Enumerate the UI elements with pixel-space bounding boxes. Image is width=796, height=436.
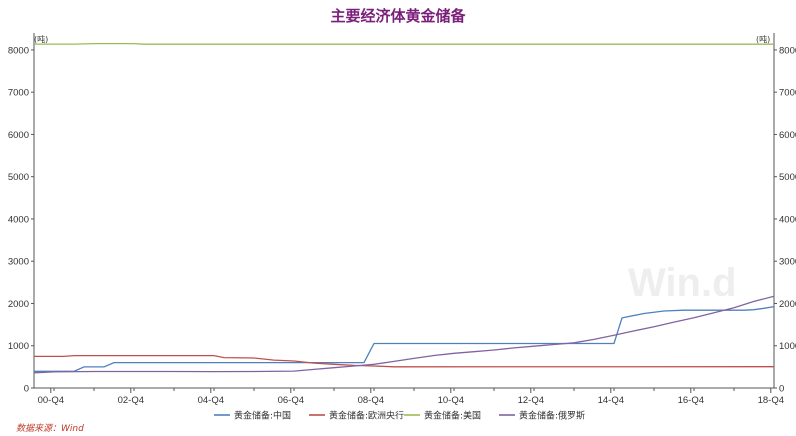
y-tick-label-left: 0 [24, 384, 29, 395]
watermark: Win.d [628, 261, 737, 305]
x-tick-label: 02-Q4 [118, 395, 144, 406]
y-tick-label-left: 8000 [8, 45, 29, 56]
legend-label-3: 黄金储备:美国 [424, 410, 481, 422]
x-tick-label: 16-Q4 [678, 395, 704, 406]
y-tick-label-right: 6000 [779, 130, 796, 141]
y-tick-label-left: 1000 [8, 341, 29, 352]
y-tick-label-right: 2000 [779, 299, 796, 310]
x-tick-label: 00-Q4 [38, 395, 64, 406]
x-tick-label: 10-Q4 [438, 395, 464, 406]
legend-label-4: 黄金储备:俄罗斯 [519, 410, 585, 422]
y-tick-label-left: 2000 [8, 299, 29, 310]
right-axis-unit: (吨) [756, 34, 770, 44]
series-line-2 [34, 354, 775, 368]
legend-label-2: 黄金储备:欧洲央行 [329, 410, 404, 422]
x-tick-label: 06-Q4 [278, 395, 304, 406]
y-tick-label-left: 6000 [8, 130, 29, 141]
x-tick-label: 14-Q4 [598, 395, 624, 406]
series-line-3 [34, 42, 774, 45]
axes: 0 0 1000 1000 2000 2000 3000 3000 4000 4000 5000 50… [8, 33, 796, 406]
y-tick-label-left: 3000 [8, 257, 29, 268]
left-axis-unit: (吨) [34, 34, 48, 44]
legend-label-1: 黄金储备:中国 [234, 410, 291, 422]
legend: 黄金储备:中国 黄金储备:欧洲央行 黄金储备:美国 黄金储备:俄罗斯 [214, 410, 585, 422]
x-tick-label: 18-Q4 [758, 395, 784, 406]
y-tick-label-right: 5000 [779, 172, 796, 183]
y-tick-label-right: 3000 [779, 257, 796, 268]
y-tick-label-right: 4000 [779, 214, 796, 225]
y-tick-label-right: 1000 [779, 341, 796, 352]
y-tick-label-right: 0 [779, 384, 784, 395]
y-tick-label-right: 8000 [779, 45, 796, 56]
source-note: 数据来源：Wind [16, 423, 84, 434]
y-tick-label-left: 4000 [8, 214, 29, 225]
series-line-4 [33, 295, 775, 374]
x-tick-label: 08-Q4 [358, 395, 384, 406]
chart-title: 主要经济体黄金储备 [330, 7, 466, 25]
y-tick-label-left: 7000 [8, 88, 29, 99]
x-tick-label: 04-Q4 [198, 395, 224, 406]
x-tick-label: 12-Q4 [518, 395, 544, 406]
series-layer [33, 42, 775, 374]
y-tick-label-right: 7000 [779, 88, 796, 99]
series-line-1 [34, 305, 775, 372]
y-tick-label-left: 5000 [8, 172, 29, 183]
